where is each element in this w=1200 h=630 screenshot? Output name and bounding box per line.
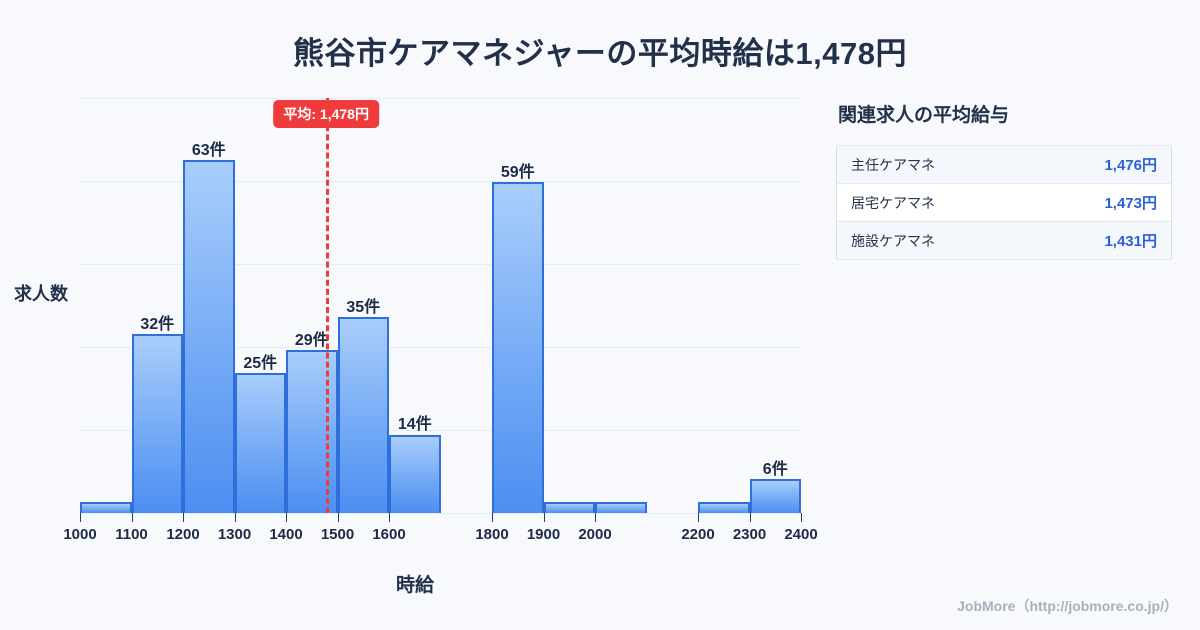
x-axis-tick [543,513,545,522]
histogram-bar [183,159,235,513]
histogram-bar [492,182,544,513]
x-axis-tick [389,513,390,522]
related-salary-label: 施設ケアマネ [851,232,935,249]
gridline [80,513,801,514]
histogram-bar [286,350,338,513]
average-line [326,98,330,513]
x-axis-tick [80,513,81,522]
histogram-bar [749,479,801,513]
related-salary-row: 居宅ケアマネ 1,473円 [837,184,1171,222]
histogram-bar [389,434,441,513]
gridline [80,347,801,348]
related-salary-row: 施設ケアマネ 1,431円 [837,222,1171,260]
related-salary-row: 主任ケアマネ 1,476円 [837,145,1171,184]
gridline [80,430,801,431]
x-axis-tick-label: 1900 [526,526,561,543]
related-salary-table: 主任ケアマネ 1,476円居宅ケアマネ 1,473円施設ケアマネ 1,431円 [836,145,1172,260]
x-axis-tick [337,513,339,522]
x-axis-tick-label: 1300 [217,526,252,543]
gridline [80,181,801,182]
gridline [80,264,801,265]
x-axis-tick-label: 1400 [269,526,303,543]
x-axis-tick [183,513,184,522]
histogram-bar [595,501,647,513]
x-axis-tick [234,513,236,522]
related-salary-value: 1,431円 [1104,233,1157,250]
bar-value-label: 29件 [294,332,329,350]
bar-value-label: 6件 [762,461,788,479]
related-salary-value: 1,473円 [1104,195,1157,212]
plot-area: 32件 63件 25件 29件 35件 14件 59件 6件 1000 1100 1200 1300 1… [63,98,818,543]
x-axis-tick-label: 2300 [732,526,767,543]
x-axis-tick [698,513,699,522]
x-axis-tick-label: 1800 [475,526,509,543]
x-axis-tick-label: 2400 [784,526,818,543]
x-axis-tick-label: 1100 [115,526,148,543]
related-salary-label: 主任ケアマネ [851,156,935,173]
related-salary-title: 関連求人の平均給与 [838,105,1010,126]
histogram-bar [698,501,750,513]
related-salary-label: 居宅ケアマネ [851,194,935,211]
related-salary-panel: 関連求人の平均給与 主任ケアマネ 1,476円居宅ケアマネ 1,473円施設ケアマネ… [836,100,1172,260]
histogram-chart: 求人数 32件 63件 25件 29件 35件 14件 59件 6件 1000 1100 1200 1… [14,98,818,596]
x-axis-tick-label: 1200 [166,526,200,543]
bar-value-label: 35件 [346,298,381,316]
x-axis-tick-label: 2000 [578,526,612,543]
x-axis-tick [749,513,751,522]
bar-value-label: 25件 [243,354,278,372]
histogram-bar [131,333,183,513]
histogram-bar [543,501,595,513]
bar-value-label: 32件 [140,315,175,333]
site-attribution: JobMore（http://jobmore.co.jp/） [957,598,1178,614]
x-axis-tick [131,513,133,522]
x-axis-tick-label: 1500 [320,526,355,543]
related-salary-value: 1,476円 [1104,157,1157,174]
average-badge: 平均: 1,478円 [273,100,379,128]
gridline [80,98,801,99]
histogram-bar [80,501,132,513]
bar-value-label: 59件 [500,164,535,182]
x-axis-tick [492,513,493,522]
x-axis-tick-label: 2200 [681,526,715,543]
x-axis-tick-label: 1000 [63,526,97,543]
x-axis-tick [801,513,802,522]
x-axis-tick [286,513,287,522]
histogram-bar [337,316,389,513]
y-axis-label: 求人数 [14,284,68,304]
x-axis-tick-label: 1600 [372,526,406,543]
bar-value-label: 14件 [397,416,432,434]
page-title: 熊谷市ケアマネジャーの平均時給は1,478円 [292,36,908,71]
x-axis-label: 時給 [395,575,434,596]
histogram-bar [234,372,286,513]
x-axis-tick [595,513,596,522]
bar-value-label: 63件 [191,141,226,159]
